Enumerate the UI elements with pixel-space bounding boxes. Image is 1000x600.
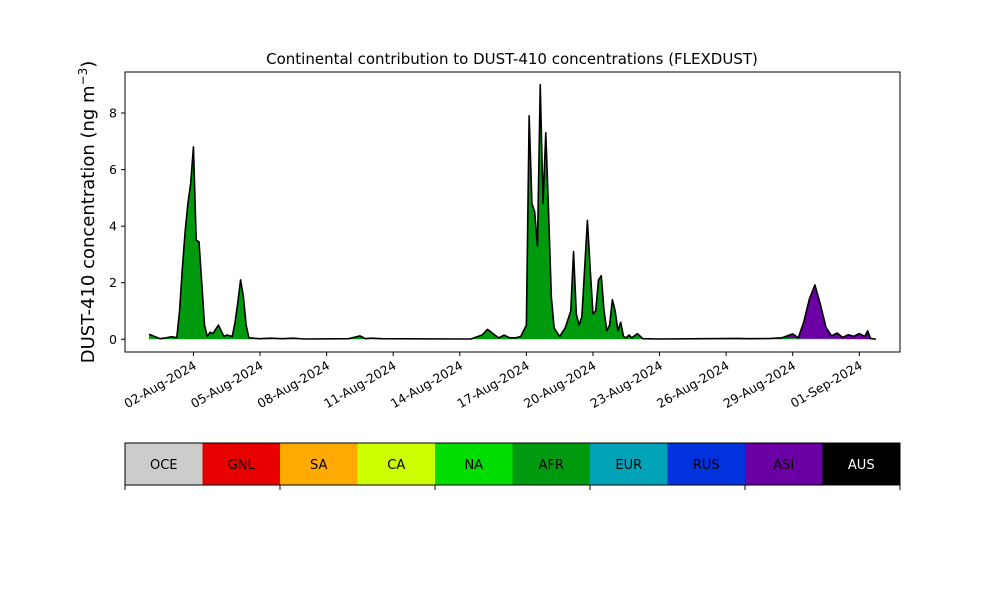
legend-swatch-gnl (202, 443, 280, 485)
y-tick-label: 2 (109, 275, 117, 290)
legend-swatch-aus (822, 443, 900, 485)
y-tick-label: 6 (109, 162, 117, 177)
legend-label-ca: CA (387, 458, 405, 473)
y-tick-label: 0 (109, 332, 117, 347)
legend-swatch-ca (357, 443, 435, 485)
color-legend: OCE GNL SA CA NA AFR EUR RUS ASI AUS (124, 442, 901, 490)
y-axis-title-exponent: −3 (76, 68, 90, 86)
legend-label-rus: RUS (693, 458, 720, 473)
x-tick-label: 11-Aug-2024 (321, 358, 399, 411)
legend-label-gnl: GNL (228, 458, 256, 473)
x-tick-label: 29-Aug-2024 (721, 358, 799, 411)
legend-label-oce: OCE (150, 458, 178, 473)
x-tick-label: 20-Aug-2024 (521, 358, 599, 411)
legend-label-asi: ASI (773, 458, 794, 473)
x-tick-label: 05-Aug-2024 (188, 358, 266, 411)
series-area-afr (149, 84, 876, 340)
y-tick-label: 8 (109, 106, 117, 121)
x-tick-label: 08-Aug-2024 (255, 358, 333, 411)
legend-swatch-afr (512, 443, 590, 485)
legend-swatch-oce (125, 443, 203, 485)
legend-frame (124, 442, 901, 486)
x-tick-label: 23-Aug-2024 (587, 358, 665, 411)
plot-frame (124, 71, 901, 353)
legend-swatch-eur (590, 443, 668, 485)
plot-area: 0 2 4 6 8 02-Aug-202405-Aug-202408-Aug-202411… (109, 71, 901, 411)
legend-label-na: NA (464, 458, 483, 473)
y-axis-title-text: DUST-410 concentration (ng m (78, 85, 99, 363)
x-tick-label: 26-Aug-2024 (654, 358, 732, 411)
legend-label-eur: EUR (615, 458, 642, 473)
total-line (148, 83, 877, 341)
x-tick-label: 01-Sep-2024 (788, 358, 865, 411)
x-tick-label: 17-Aug-2024 (454, 358, 532, 411)
series-area-asi (149, 84, 876, 340)
legend-label-sa: SA (310, 458, 327, 473)
chart-title: Continental contribution to DUST-410 con… (266, 50, 758, 68)
legend-label-aus: AUS (848, 458, 875, 473)
legend-swatch-na (435, 443, 513, 485)
legend-swatch-rus (667, 443, 745, 485)
legend-swatch-sa (280, 443, 358, 485)
x-tick-label: 02-Aug-2024 (121, 358, 199, 411)
x-tick-label: 14-Aug-2024 (388, 358, 466, 411)
y-axis-title: DUST-410 concentration (ng m−3) (76, 61, 99, 364)
y-tick-label: 4 (109, 219, 117, 234)
y-axis-title-close: ) (78, 61, 99, 68)
legend-label-afr: AFR (539, 458, 564, 473)
legend-swatch-asi (745, 443, 823, 485)
